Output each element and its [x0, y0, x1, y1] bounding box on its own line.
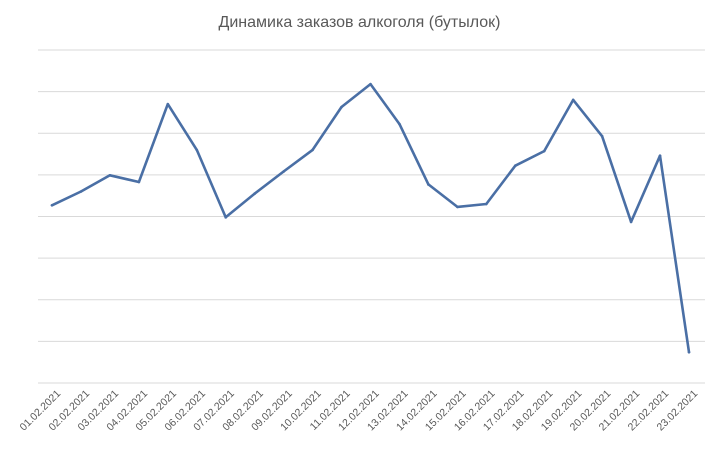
data-point: [629, 220, 633, 224]
chart-title: Динамика заказов алкоголя (бутылок): [218, 14, 501, 31]
data-point: [427, 183, 430, 186]
data-point: [166, 102, 170, 106]
data-point: [311, 148, 314, 152]
data-point: [485, 202, 488, 206]
grid-layer: [38, 49, 705, 384]
series-layer: [50, 82, 691, 354]
data-point: [340, 105, 343, 109]
data-point: [224, 216, 228, 219]
data-point: [513, 164, 517, 168]
data-point: [600, 134, 604, 138]
series-line: [50, 82, 691, 354]
x-axis-labels: 01.02.202102.02.202103.02.202104.02.2021…: [18, 388, 701, 434]
data-point: [108, 173, 112, 177]
data-point: [658, 154, 662, 158]
data-point: [137, 180, 141, 184]
data-point: [79, 190, 83, 193]
data-point: [687, 350, 691, 354]
data-point: [369, 82, 372, 86]
data-point: [398, 122, 401, 126]
data-point: [571, 98, 575, 102]
data-point: [50, 203, 54, 207]
data-point: [542, 149, 546, 153]
data-point: [456, 205, 459, 209]
data-point: [195, 148, 199, 152]
data-point: [253, 192, 256, 195]
data-point: [282, 170, 285, 173]
